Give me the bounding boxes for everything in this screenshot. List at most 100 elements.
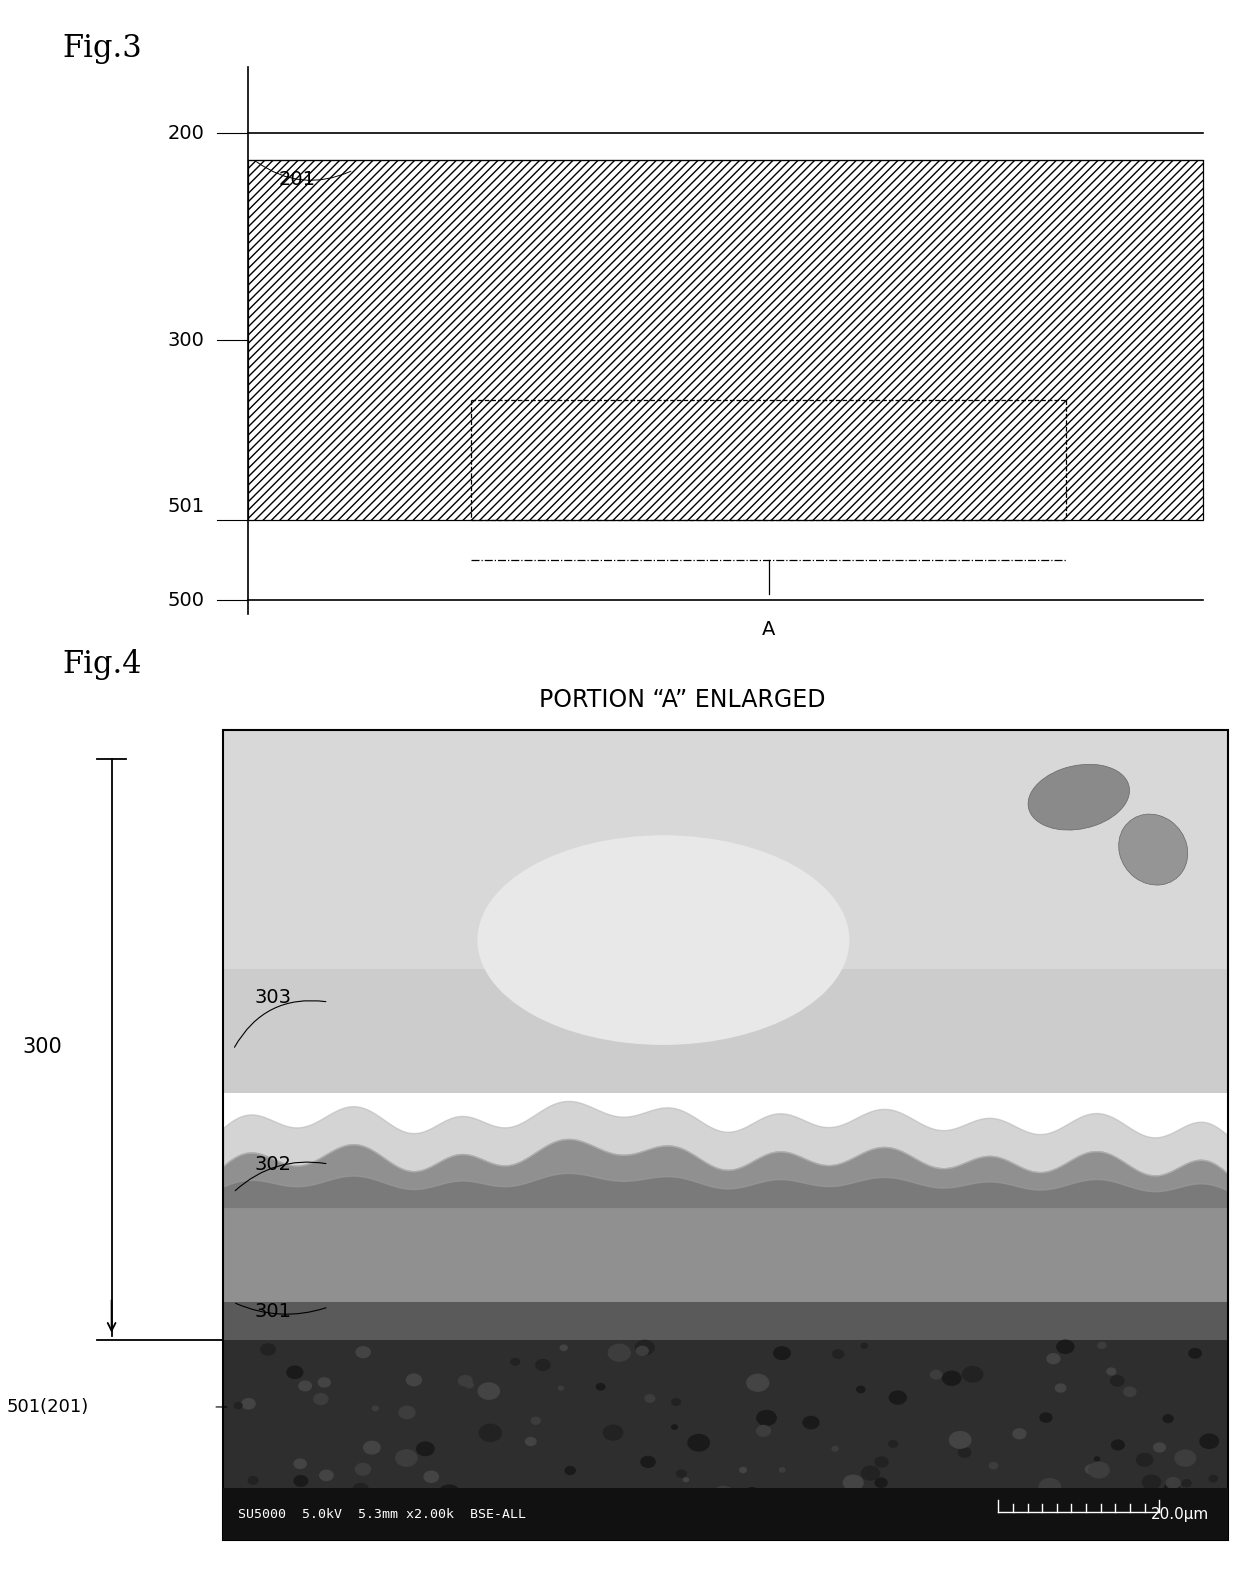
Ellipse shape xyxy=(1028,764,1130,831)
Circle shape xyxy=(286,1366,303,1378)
Circle shape xyxy=(677,1470,686,1477)
Circle shape xyxy=(683,1478,688,1482)
Circle shape xyxy=(248,1477,258,1485)
Circle shape xyxy=(363,1510,378,1521)
Circle shape xyxy=(833,1350,843,1358)
Circle shape xyxy=(636,1347,649,1356)
Circle shape xyxy=(774,1347,790,1359)
Circle shape xyxy=(684,1494,696,1504)
Circle shape xyxy=(744,1488,760,1501)
Circle shape xyxy=(1039,1478,1060,1494)
Circle shape xyxy=(1111,1440,1125,1450)
Circle shape xyxy=(1040,1413,1052,1423)
Circle shape xyxy=(356,1464,371,1475)
Circle shape xyxy=(713,1486,733,1502)
Text: 501: 501 xyxy=(167,497,205,516)
Circle shape xyxy=(536,1359,551,1370)
Text: 303: 303 xyxy=(254,988,291,1007)
Circle shape xyxy=(956,1497,965,1504)
Circle shape xyxy=(1097,1342,1106,1348)
Circle shape xyxy=(1013,1523,1033,1537)
Circle shape xyxy=(363,1442,381,1455)
Circle shape xyxy=(990,1463,998,1469)
Circle shape xyxy=(930,1370,941,1378)
Circle shape xyxy=(875,1478,887,1488)
Circle shape xyxy=(511,1358,520,1366)
Text: 201: 201 xyxy=(279,170,316,189)
Circle shape xyxy=(565,1467,575,1475)
Circle shape xyxy=(399,1407,415,1418)
Circle shape xyxy=(1013,1429,1025,1439)
Circle shape xyxy=(319,1378,330,1386)
Text: 300: 300 xyxy=(22,1037,62,1058)
Circle shape xyxy=(780,1467,785,1472)
Circle shape xyxy=(1142,1475,1161,1490)
Circle shape xyxy=(672,1399,681,1405)
Circle shape xyxy=(407,1374,422,1386)
Circle shape xyxy=(1176,1450,1195,1466)
Circle shape xyxy=(356,1347,371,1358)
Bar xyxy=(223,1207,1228,1302)
Circle shape xyxy=(480,1424,501,1442)
Circle shape xyxy=(832,1447,838,1451)
Circle shape xyxy=(635,1340,655,1355)
Circle shape xyxy=(942,1372,961,1385)
Circle shape xyxy=(745,1512,753,1517)
Circle shape xyxy=(1089,1463,1109,1478)
Circle shape xyxy=(900,1505,906,1510)
Circle shape xyxy=(558,1386,563,1390)
Circle shape xyxy=(299,1382,311,1391)
Circle shape xyxy=(830,1501,838,1507)
Circle shape xyxy=(959,1448,971,1458)
Circle shape xyxy=(650,1491,666,1504)
Circle shape xyxy=(294,1459,306,1469)
Circle shape xyxy=(773,1497,777,1502)
Circle shape xyxy=(1045,1507,1056,1515)
Circle shape xyxy=(242,1399,255,1409)
Circle shape xyxy=(1213,1513,1228,1524)
Circle shape xyxy=(424,1470,439,1482)
Circle shape xyxy=(604,1426,622,1440)
Circle shape xyxy=(688,1434,709,1451)
Bar xyxy=(223,730,1228,1540)
Circle shape xyxy=(596,1383,605,1390)
Circle shape xyxy=(311,1501,329,1513)
Circle shape xyxy=(459,1375,472,1386)
Circle shape xyxy=(417,1442,434,1456)
Circle shape xyxy=(889,1440,898,1447)
Circle shape xyxy=(889,1391,906,1404)
Circle shape xyxy=(1123,1386,1136,1396)
Circle shape xyxy=(857,1386,866,1393)
Circle shape xyxy=(965,1504,982,1517)
Text: 500: 500 xyxy=(167,591,205,610)
Circle shape xyxy=(1059,1502,1069,1510)
Text: Fig.3: Fig.3 xyxy=(62,33,141,65)
Circle shape xyxy=(1056,1340,1074,1353)
Circle shape xyxy=(746,1374,769,1391)
Circle shape xyxy=(455,1494,466,1502)
Circle shape xyxy=(672,1424,677,1429)
Circle shape xyxy=(1189,1348,1202,1358)
Text: 302: 302 xyxy=(254,1154,291,1174)
Circle shape xyxy=(526,1437,536,1445)
Circle shape xyxy=(955,1502,973,1518)
Circle shape xyxy=(584,1517,591,1521)
Circle shape xyxy=(1166,1477,1180,1488)
Circle shape xyxy=(531,1416,541,1424)
Circle shape xyxy=(756,1426,770,1436)
Text: 200: 200 xyxy=(167,124,205,143)
Ellipse shape xyxy=(1118,815,1188,885)
Circle shape xyxy=(740,1467,746,1472)
Circle shape xyxy=(641,1456,655,1467)
Text: 301: 301 xyxy=(254,1302,291,1321)
Circle shape xyxy=(1200,1434,1219,1448)
Text: A: A xyxy=(763,621,775,640)
Circle shape xyxy=(804,1416,818,1429)
Circle shape xyxy=(645,1394,655,1402)
Text: PORTION “A” ENLARGED: PORTION “A” ENLARGED xyxy=(538,688,826,711)
Circle shape xyxy=(560,1345,567,1350)
Text: 501(201): 501(201) xyxy=(6,1397,88,1416)
Circle shape xyxy=(439,1485,460,1501)
Circle shape xyxy=(314,1394,327,1404)
Circle shape xyxy=(1153,1443,1166,1451)
